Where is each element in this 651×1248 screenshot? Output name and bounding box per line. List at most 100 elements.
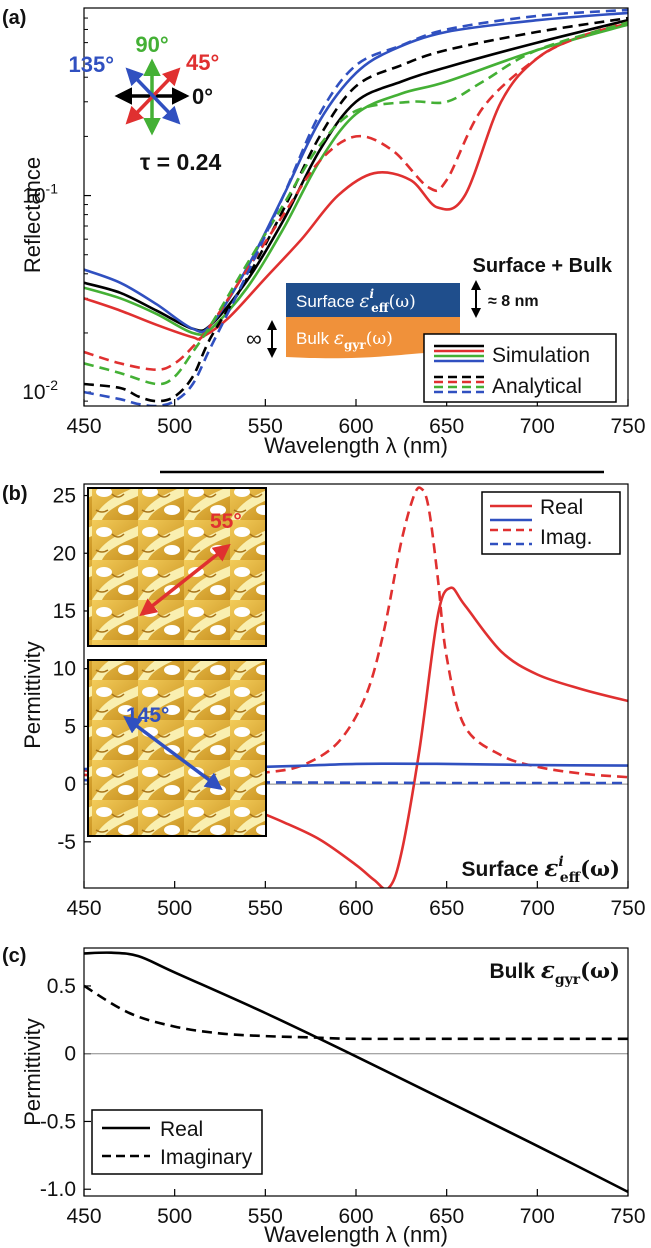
y-tick-label: -5 xyxy=(57,831,76,854)
x-tick-label: 450 xyxy=(66,1205,101,1228)
label-0-deg: 0° xyxy=(192,84,213,109)
inset-55-arrow xyxy=(139,543,231,617)
series-line-c-1 xyxy=(84,984,628,1041)
inset-55: 55° xyxy=(87,487,267,647)
surface-layer-label: Surface εi eff(ω) xyxy=(296,287,416,315)
x-tick-label: 500 xyxy=(157,897,192,920)
series-line-a-6 xyxy=(84,21,628,386)
x-tick-label: 550 xyxy=(248,1205,283,1228)
panel-a: (a) Reflectance 450 500 550 600 650 700 750 10… xyxy=(2,7,646,458)
panel-c-label: (c) xyxy=(2,945,26,967)
x-tick-label: 750 xyxy=(610,415,645,438)
panel-c-frame xyxy=(83,947,629,1197)
panel-b-legend: Real Imag. xyxy=(481,491,621,555)
x-tick-label: 750 xyxy=(610,1205,645,1228)
x-tick-label: 600 xyxy=(338,415,373,438)
bulk-layer-label: Bulk εgyr(ω) xyxy=(296,327,393,352)
panel-c-y-ticks: -1.0 -0.5 0 0.5 xyxy=(40,975,91,1201)
y-tick-label: -0.5 xyxy=(40,1110,76,1133)
panel-a-xlabel: Wavelength λ (nm) xyxy=(264,433,448,458)
panel-a-x-ticks: 450 500 550 600 650 700 750 xyxy=(66,399,646,438)
series-line-a-4 xyxy=(84,16,628,403)
x-tick-label: 600 xyxy=(338,897,373,920)
bulk-thickness-label: ∞ xyxy=(246,326,262,351)
series-line-a-0 xyxy=(84,18,628,333)
legend-b-imag-label: Imag. xyxy=(540,526,593,549)
inset-55-label: 55° xyxy=(210,510,242,533)
bulk-layer xyxy=(286,317,460,359)
panel-c-legend: Real Imaginary xyxy=(91,1109,263,1175)
panel-b-ylabel: Permittivity xyxy=(20,641,45,749)
series-line-a-2 xyxy=(84,23,628,337)
x-tick-label: 600 xyxy=(338,1205,373,1228)
panel-c-x-ticks: 450 500 550 600 650 700 750 xyxy=(66,1189,646,1228)
polarization-compass: 90° 45° 135° 0° xyxy=(68,32,219,136)
panel-b-frame xyxy=(83,483,629,889)
panel-c-legend-box xyxy=(91,1109,263,1175)
panel-c-xlabel: Wavelength λ (nm) xyxy=(264,1222,448,1247)
y-tick-label: -1.0 xyxy=(40,1178,76,1201)
y-tick-label: 10-2 xyxy=(22,377,58,404)
panel-a-legend: Simulation Analytical xyxy=(423,333,617,403)
y-tick-label: 25 xyxy=(53,485,76,508)
x-tick-label: 650 xyxy=(429,897,464,920)
y-tick-label: 5 xyxy=(64,715,76,738)
panel-a-label: (a) xyxy=(2,7,26,29)
panel-c-ylabel: Permittivity xyxy=(20,1018,45,1126)
x-tick-label: 750 xyxy=(610,897,645,920)
panel-b: (b) Permittivity 450 500 550 600 650 700 750 -… xyxy=(2,483,646,920)
panel-b-label: (b) xyxy=(2,483,28,505)
legend-c-real-label: Real xyxy=(160,1118,203,1141)
panel-c: (c) Permittivity 450 500 550 600 650 700 750 -… xyxy=(2,945,646,1247)
panel-b-x-ticks: 450 500 550 600 650 700 750 xyxy=(66,881,646,920)
y-tick-label: 0 xyxy=(64,773,76,796)
surface-thickness-label: ≈ 8 nm xyxy=(488,293,539,310)
label-45-deg: 45° xyxy=(186,50,219,75)
x-tick-label: 650 xyxy=(429,1205,464,1228)
panel-b-y-ticks: -5 0 5 10 15 20 25 xyxy=(53,485,91,854)
tau-label: τ = 0.24 xyxy=(140,149,221,175)
x-tick-label: 450 xyxy=(66,897,101,920)
y-tick-label: 15 xyxy=(53,600,76,623)
x-tick-label: 650 xyxy=(429,415,464,438)
series-line-b-3 xyxy=(84,778,628,785)
label-135-deg: 135° xyxy=(68,52,114,77)
inset-145: 145° xyxy=(87,659,267,837)
inset-145-label: 145° xyxy=(126,704,169,727)
panel-a-ylabel: Reflectance xyxy=(20,157,45,273)
x-tick-label: 500 xyxy=(157,1205,192,1228)
x-tick-label: 700 xyxy=(520,415,555,438)
label-90-deg: 90° xyxy=(135,32,168,57)
model-title: Surface + Bulk xyxy=(472,255,612,277)
x-tick-label: 500 xyxy=(157,415,192,438)
series-line-a-3 xyxy=(84,11,628,334)
y-tick-label: 10 xyxy=(53,658,76,681)
panel-c-title: Bulk εgyr(ω) xyxy=(489,957,620,988)
inset-145-image xyxy=(87,659,267,837)
y-tick-label: 20 xyxy=(53,542,76,565)
panel-b-title: Surface εi eff(ω) xyxy=(462,854,620,886)
panel-a-series xyxy=(84,8,628,406)
legend-simulation-label: Simulation xyxy=(492,344,590,367)
arrow-135-deg xyxy=(125,67,181,125)
y-tick-label: 0 xyxy=(64,1043,76,1066)
legend-b-real-label: Real xyxy=(540,496,583,519)
legend-c-imag-label: Imaginary xyxy=(160,1146,253,1169)
x-tick-label: 550 xyxy=(248,897,283,920)
series-line-a-5 xyxy=(84,21,628,371)
inset-145-arrow xyxy=(123,715,223,791)
y-tick-label: 0.5 xyxy=(47,975,76,998)
series-line-c-0 xyxy=(84,951,628,1194)
x-tick-label: 450 xyxy=(66,415,101,438)
y-tick-label: 10-1 xyxy=(22,181,58,208)
panel-a-frame xyxy=(83,7,629,407)
panel-c-series xyxy=(84,951,628,1194)
legend-analytical-label: Analytical xyxy=(492,375,582,398)
x-tick-label: 550 xyxy=(248,415,283,438)
x-tick-label: 700 xyxy=(520,897,555,920)
x-tick-label: 700 xyxy=(520,1205,555,1228)
panel-a-y-ticks: 10-2 10-1 xyxy=(22,7,91,404)
surface-layer xyxy=(286,283,460,317)
series-line-a-1 xyxy=(84,22,628,341)
